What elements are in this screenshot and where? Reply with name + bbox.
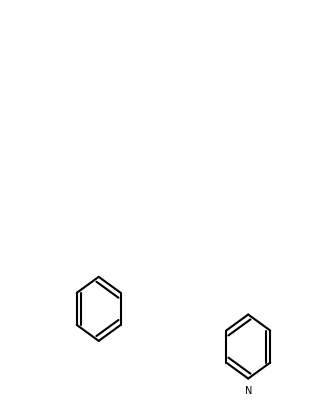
Text: N: N (244, 386, 252, 396)
